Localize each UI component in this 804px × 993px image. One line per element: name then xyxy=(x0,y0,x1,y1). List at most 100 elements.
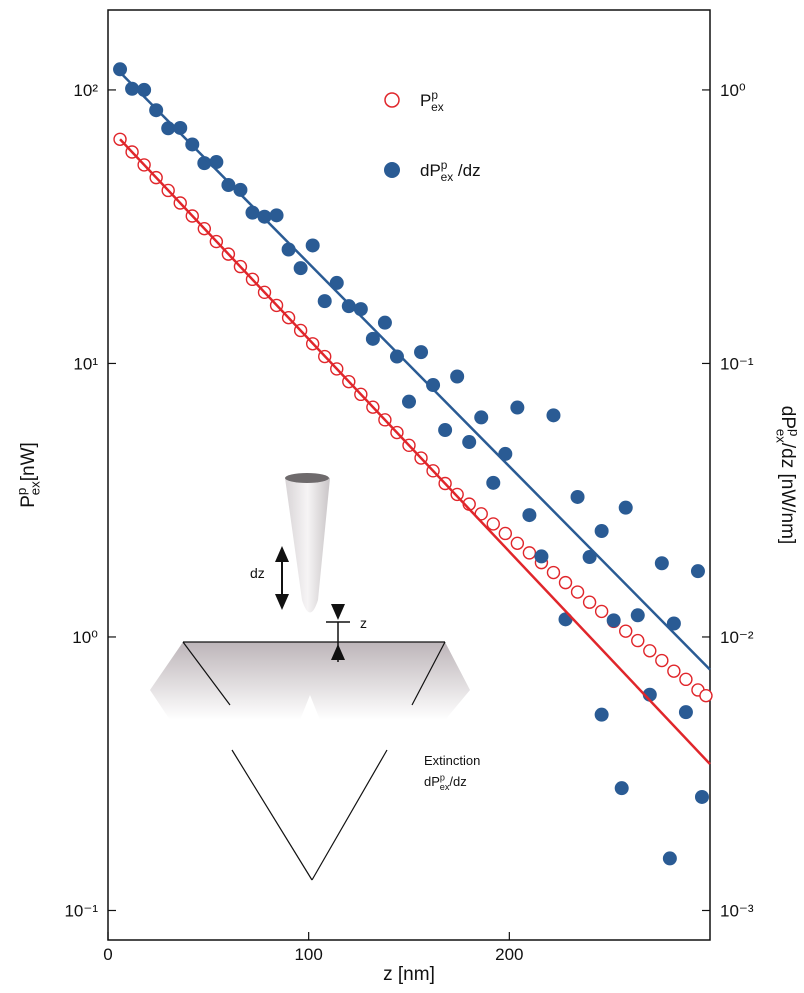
open-circle-point xyxy=(498,526,513,541)
open-circle-point xyxy=(546,565,561,580)
open-circle-point xyxy=(643,644,657,658)
filled-point xyxy=(474,410,489,425)
legend-label: dPp ex /dz xyxy=(420,158,481,184)
x-axis-label: z [nm] xyxy=(383,964,435,985)
symbol-base: dP xyxy=(420,161,441,180)
extinction-symbol: dPp ex/dz xyxy=(424,773,467,792)
filled-point xyxy=(414,345,429,360)
filled-point xyxy=(690,564,705,579)
open-circle-point xyxy=(510,536,525,551)
symbol-sup: p xyxy=(441,158,448,172)
fit-line xyxy=(119,138,711,765)
y-axis-label: Ppex[nW] xyxy=(14,442,43,508)
filled-point xyxy=(662,851,677,866)
y2-axis-label: dPpex/dz [nW/nm] xyxy=(773,406,802,544)
legend-label: Pp ex xyxy=(420,88,444,114)
filled-point xyxy=(426,378,441,393)
filled-point xyxy=(233,182,248,197)
symbol-sub: ex xyxy=(441,170,454,184)
symbol-base: P xyxy=(18,495,39,508)
open-circle-point xyxy=(667,664,681,678)
open-circle-point xyxy=(582,595,597,609)
filled-point xyxy=(209,155,224,170)
inset-diagram: dz z Extinction dPp ex/dz xyxy=(150,473,480,881)
x-tick-label: 0 xyxy=(103,945,112,964)
filled-point xyxy=(402,394,416,409)
symbol-base: dP xyxy=(424,774,440,789)
symbol-sub: ex xyxy=(440,782,450,792)
symbol-sup: p xyxy=(431,88,438,102)
filled-point xyxy=(389,349,404,364)
filled-point xyxy=(221,178,236,193)
fit-line xyxy=(119,71,711,671)
symbol-sup: p xyxy=(14,488,29,495)
legend-marker xyxy=(384,92,400,108)
filled-point xyxy=(377,315,392,330)
y2-tick-label: 10⁰ xyxy=(720,81,746,100)
open-circle-point xyxy=(631,633,645,648)
open-circle-point xyxy=(679,672,693,687)
filled-point xyxy=(462,435,477,450)
symbol-base: P xyxy=(420,91,431,110)
open-circle-point xyxy=(522,546,537,560)
open-circle-point xyxy=(558,575,573,590)
open-circle-point xyxy=(699,688,713,703)
open-circle-point xyxy=(486,517,500,531)
filled-point xyxy=(341,299,356,314)
filled-point xyxy=(137,82,152,97)
open-circle-point xyxy=(655,653,669,668)
extinction-label: Extinction xyxy=(424,753,480,768)
filled-point xyxy=(654,556,669,571)
filled-point xyxy=(534,549,549,564)
filled-point xyxy=(113,62,128,77)
filled-point xyxy=(305,238,320,253)
symbol-suffix: [nW] xyxy=(18,442,39,481)
filled-point xyxy=(317,294,332,309)
plot-frame xyxy=(107,9,711,941)
filled-point xyxy=(694,789,709,804)
y-tick-label: 10¹ xyxy=(73,354,98,373)
open-circle-point xyxy=(570,585,585,599)
filled-point xyxy=(161,121,176,136)
symbol-sub: ex xyxy=(28,481,43,495)
filled-point xyxy=(269,208,284,223)
x-tick-label: 200 xyxy=(495,945,523,964)
filled-point xyxy=(125,81,140,96)
filled-point xyxy=(606,613,621,628)
symbol-sub: ex xyxy=(773,429,788,443)
filled-point xyxy=(666,616,681,631)
symbol-suffix: /dz xyxy=(453,161,480,180)
filled-point xyxy=(353,302,368,317)
symbol-suffix: /dz xyxy=(449,774,466,789)
filled-point xyxy=(630,608,645,623)
filled-point xyxy=(594,524,609,539)
filled-point xyxy=(522,508,537,523)
symbol-sup: p xyxy=(787,429,802,436)
filled-point xyxy=(582,550,597,565)
filled-point xyxy=(293,261,308,276)
open-circle-point xyxy=(619,624,633,638)
filled-point xyxy=(450,369,465,384)
filled-point xyxy=(678,705,693,720)
symbol-suffix: /dz [nW/nm] xyxy=(777,443,798,544)
y-tick-label: 10⁻¹ xyxy=(64,901,98,920)
filled-point xyxy=(486,475,501,490)
symbol-sup: p xyxy=(440,773,445,783)
filled-point xyxy=(257,209,272,224)
legend-marker xyxy=(384,162,400,178)
filled-point xyxy=(365,331,380,346)
filled-point xyxy=(510,400,525,415)
filled-point xyxy=(594,707,609,722)
symbol-sub: ex xyxy=(431,100,444,114)
open-circle-point xyxy=(594,604,609,619)
y-tick-label: 10⁰ xyxy=(72,628,98,647)
z-label: z xyxy=(360,615,367,631)
filled-point xyxy=(570,489,585,504)
y2-tick-label: 10⁻¹ xyxy=(720,354,754,373)
x-tick-label: 100 xyxy=(294,945,322,964)
dz-label: dz xyxy=(250,565,265,581)
y2-tick-label: 10⁻² xyxy=(720,628,754,647)
filled-point xyxy=(614,781,629,796)
filled-point xyxy=(438,423,453,438)
